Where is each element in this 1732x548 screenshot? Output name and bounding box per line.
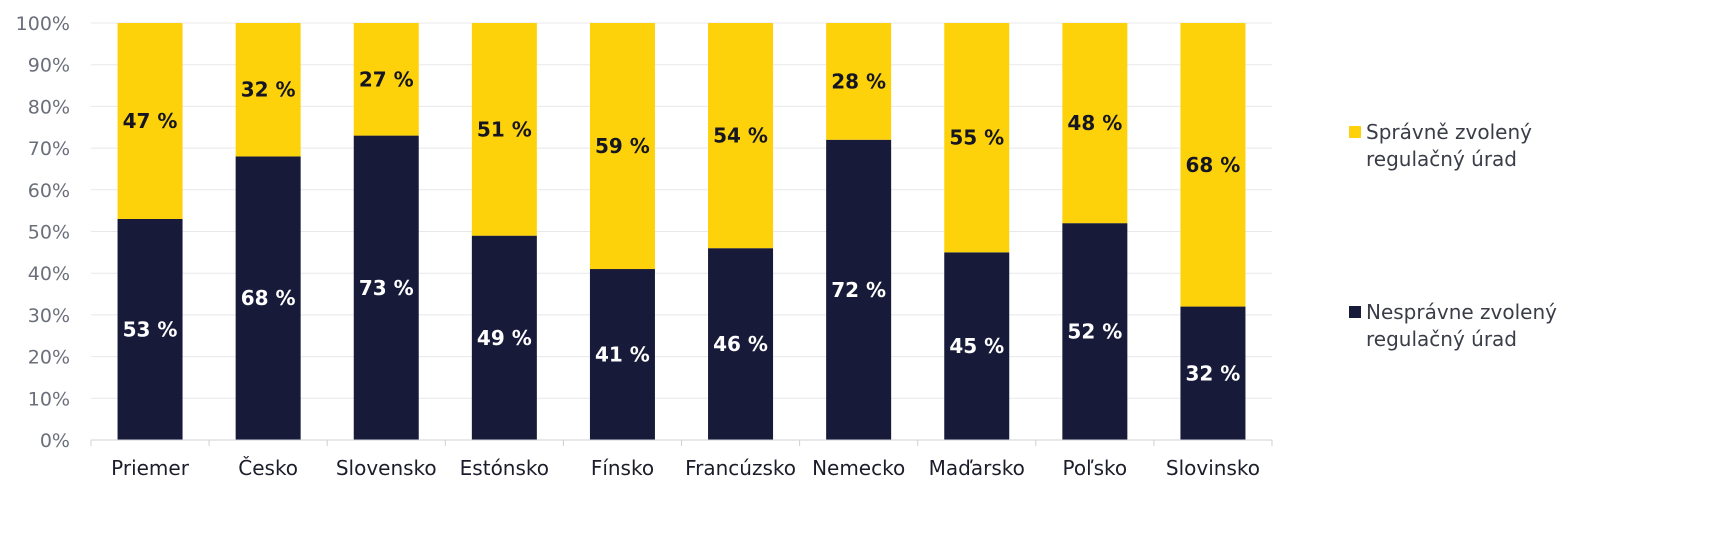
x-axis <box>90 439 1273 446</box>
bar-segment-incorrect <box>944 252 1010 440</box>
bar-segment-correct <box>353 23 419 136</box>
bar-value-label: 32 % <box>241 78 296 102</box>
bars: 53 % 47 % 68 % 32 % 73 % 27 % 49 % 51 % 41 % 59 %… <box>117 23 1246 440</box>
bar-value-label: 54 % <box>713 124 768 148</box>
bar-value-label: 46 % <box>713 332 768 356</box>
legend-swatch <box>1349 306 1361 318</box>
x-category-label: Česko <box>238 456 298 480</box>
bar-segment-correct <box>471 23 537 236</box>
bar-segment-correct <box>708 23 774 249</box>
bar-segment-incorrect <box>1180 306 1246 440</box>
bar-value-label: 52 % <box>1067 320 1122 344</box>
bar-value-label: 49 % <box>477 326 532 350</box>
legend-label: regulačný úrad <box>1366 327 1517 351</box>
x-category-label: Poľsko <box>1063 456 1128 480</box>
x-axis-labels: Priemer Česko Slovensko Estónsko Fínsko Franc… <box>111 456 1260 480</box>
bar-segment-incorrect <box>117 218 183 440</box>
legend: Správně zvolený regulačný úrad Nesprávne z… <box>1349 120 1557 351</box>
legend-label: regulačný úrad <box>1366 147 1517 171</box>
legend-label: Správně zvolený <box>1366 120 1532 144</box>
bar-segment-correct <box>944 23 1010 253</box>
x-category-label: Nemecko <box>812 456 905 480</box>
legend-swatch <box>1349 126 1361 138</box>
bar-segment-correct <box>1180 23 1246 307</box>
bar-segment-correct <box>235 23 301 157</box>
bar-value-label: 51 % <box>477 117 532 141</box>
y-axis-ticks: 0% 10% 20% 30% 40% 50% 60% 70% 80% 90% 100% <box>16 13 70 452</box>
y-tick-label: 100% <box>16 13 70 35</box>
bar-value-label: 27 % <box>359 67 414 91</box>
bar-value-label: 68 % <box>241 286 296 310</box>
bar-segment-incorrect <box>471 235 537 440</box>
bar-segment-correct <box>1062 23 1128 224</box>
bar-value-label: 59 % <box>595 134 650 158</box>
bar-segment-correct <box>117 23 183 219</box>
y-tick-label: 80% <box>28 96 70 118</box>
x-category-label: Slovinsko <box>1166 456 1260 480</box>
x-category-label: Priemer <box>111 456 190 480</box>
x-category-label: Maďarsko <box>929 456 1025 480</box>
y-tick-label: 50% <box>28 222 70 244</box>
y-tick-label: 10% <box>28 388 70 410</box>
bar-segment-incorrect <box>1062 223 1128 440</box>
x-category-label: Fínsko <box>591 456 654 480</box>
bar-value-label: 73 % <box>359 276 414 300</box>
bar-value-label: 72 % <box>831 278 886 302</box>
bar-segment-incorrect <box>708 248 774 440</box>
y-tick-label: 60% <box>28 180 70 202</box>
legend-label: Nesprávne zvolený <box>1366 300 1557 324</box>
y-tick-label: 40% <box>28 263 70 285</box>
y-tick-label: 20% <box>28 347 70 369</box>
x-category-label: Francúzsko <box>685 456 796 480</box>
bar-segment-incorrect <box>589 269 655 440</box>
bar-value-label: 47 % <box>123 109 178 133</box>
bar-value-label: 68 % <box>1186 153 1241 177</box>
bar-segment-incorrect <box>235 156 301 440</box>
x-category-label: Slovensko <box>336 456 437 480</box>
bar-segment-correct <box>826 23 892 140</box>
bar-segment-incorrect <box>826 139 892 440</box>
y-tick-label: 0% <box>40 430 70 452</box>
bar-segment-incorrect <box>353 135 419 440</box>
y-tick-label: 70% <box>28 138 70 160</box>
bar-value-label: 53 % <box>123 317 178 341</box>
x-category-label: Estónsko <box>460 456 549 480</box>
bar-value-label: 41 % <box>595 343 650 367</box>
bar-value-label: 55 % <box>949 126 1004 150</box>
y-tick-label: 30% <box>28 305 70 327</box>
bar-value-label: 32 % <box>1186 361 1241 385</box>
bar-segment-correct <box>589 23 655 270</box>
y-tick-label: 90% <box>28 55 70 77</box>
bar-value-label: 28 % <box>831 69 886 93</box>
bar-value-label: 45 % <box>949 334 1004 358</box>
bar-value-label: 48 % <box>1067 111 1122 135</box>
